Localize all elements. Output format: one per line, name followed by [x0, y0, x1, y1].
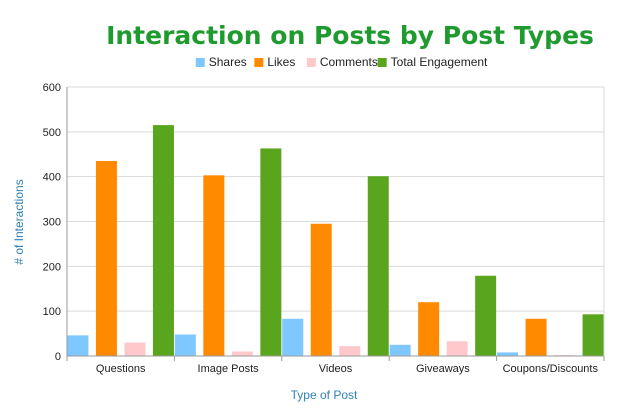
x-tick-labels: Questions Image Posts Videos Giveaways Coupo… — [96, 363, 599, 375]
x-tick-label-image-posts: Image Posts — [198, 363, 260, 375]
legend-item-shares: Shares — [195, 55, 247, 69]
legend-item-likes: Likes — [254, 55, 295, 69]
bar-likes-giveaways — [418, 302, 440, 356]
chart-title: Interaction on Posts by Post Types — [106, 21, 594, 50]
bar-likes-questions — [95, 160, 117, 356]
bar-total-engagement-coupons-discounts — [582, 314, 604, 356]
bar-comments-questions — [124, 342, 146, 356]
bar-total-engagement-questions — [152, 125, 174, 356]
bar-total-engagement-giveaways — [475, 275, 497, 356]
bar-comments-image-posts — [231, 351, 253, 356]
legend-swatch-total-engagement — [377, 58, 387, 67]
legend-label-total-engagement: Total Engagement — [391, 55, 488, 69]
bar-comments-giveaways — [446, 341, 468, 356]
y-tick-label-600: 600 — [43, 82, 61, 94]
legend: Shares Likes Comments Total Engagement — [195, 55, 488, 69]
y-tick-label-200: 200 — [43, 261, 61, 273]
legend-label-likes: Likes — [267, 55, 295, 69]
y-axis-title: # of Interactions — [12, 179, 26, 264]
x-tick-label-questions: Questions — [96, 363, 146, 375]
y-tick-label-500: 500 — [43, 127, 61, 139]
x-tick-label-giveaways: Giveaways — [416, 363, 470, 375]
y-tick-label-300: 300 — [43, 217, 61, 229]
legend-swatch-likes — [254, 58, 264, 67]
bar-likes-videos — [310, 223, 332, 356]
bar-likes-image-posts — [203, 175, 225, 356]
bar-likes-coupons-discounts — [525, 318, 547, 356]
y-tick-label-400: 400 — [43, 172, 61, 184]
legend-label-shares: Shares — [209, 55, 247, 69]
bar-shares-videos — [282, 318, 304, 356]
legend-label-comments: Comments — [320, 55, 378, 69]
bars — [67, 125, 604, 356]
legend-swatch-shares — [195, 58, 205, 67]
bar-total-engagement-image-posts — [260, 148, 282, 356]
bar-shares-giveaways — [389, 344, 411, 356]
x-axis-title: Type of Post — [291, 388, 358, 402]
bar-shares-coupons-discounts — [497, 352, 519, 356]
y-tick-labels: 0 100 200 300 400 500 600 — [43, 82, 61, 363]
y-tick-label-100: 100 — [43, 306, 61, 318]
bar-shares-questions — [67, 335, 89, 356]
legend-item-comments: Comments — [306, 55, 378, 69]
legend-swatch-comments — [306, 58, 316, 67]
bar-total-engagement-videos — [367, 176, 389, 356]
axes — [66, 87, 605, 361]
x-tick-label-videos: Videos — [319, 363, 353, 375]
bar-comments-videos — [339, 346, 361, 356]
legend-item-total-engagement: Total Engagement — [377, 55, 488, 69]
y-tick-label-0: 0 — [55, 351, 61, 363]
bar-shares-image-posts — [174, 334, 196, 356]
gridlines — [67, 86, 604, 357]
x-tick-label-coupons-discounts: Coupons/Discounts — [503, 363, 599, 375]
